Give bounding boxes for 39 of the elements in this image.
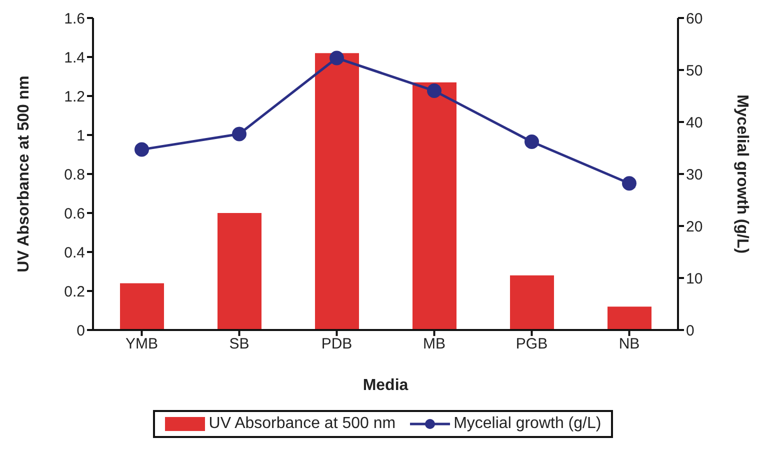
y-tick-label: 0.2 <box>64 283 85 300</box>
x-tick-label: PGB <box>516 336 548 353</box>
y2-tick-label: 10 <box>686 270 703 288</box>
x-tick-label: YMB <box>125 336 158 353</box>
x-tick-label: SB <box>229 336 250 353</box>
y2-tick-label: 30 <box>686 166 703 184</box>
point <box>134 142 149 157</box>
x-tick-label: NB <box>618 336 640 353</box>
y2-tick-label: 50 <box>686 62 703 80</box>
x-tick-label: PDB <box>321 336 352 353</box>
point <box>330 50 344 66</box>
bar <box>120 283 164 330</box>
point <box>622 176 636 191</box>
y-tick-label: 0.6 <box>64 205 85 222</box>
y-tick-label: 1.6 <box>64 10 85 28</box>
y-tick-label: 1.4 <box>64 49 85 66</box>
bar <box>218 213 262 330</box>
y2-tick-label: 60 <box>686 10 703 28</box>
bar <box>510 275 554 330</box>
y2-tick-label: 20 <box>686 218 703 236</box>
y-tick-label: 0 <box>76 322 85 340</box>
x-tick-label: MB <box>423 336 446 353</box>
y2-tick-label: 0 <box>686 322 694 340</box>
bar <box>608 306 652 330</box>
y-tick-label: 1.2 <box>64 88 85 106</box>
y-axis-title: UV Absorbance at 500 nm <box>16 76 33 272</box>
y2-tick-label: 40 <box>686 114 703 132</box>
point <box>427 84 442 98</box>
y2-axis-title: Mycelial growth (g/L) <box>733 94 750 254</box>
point <box>232 126 246 142</box>
x-axis-title: Media <box>362 377 408 394</box>
legend-label: Mycelial growth (g/L) <box>454 415 602 433</box>
legend-label: UV Absorbance at 500 nm <box>208 415 396 433</box>
y-tick-label: 1 <box>76 127 85 144</box>
point <box>524 134 539 150</box>
bar <box>412 82 456 330</box>
y-tick-label: 0.8 <box>64 166 85 184</box>
bar <box>315 53 359 330</box>
y-tick-label: 0.4 <box>64 244 85 262</box>
